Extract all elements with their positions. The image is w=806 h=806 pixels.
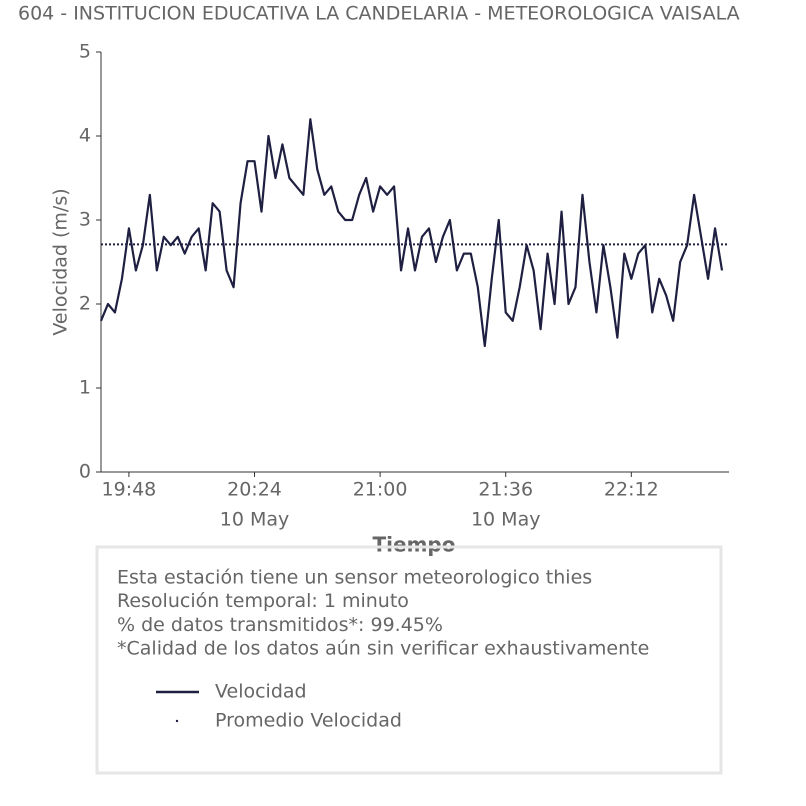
y-axis-label: Velocidad (m/s) <box>50 188 72 335</box>
legend-label: Promedio Velocidad <box>215 710 402 732</box>
x-axis-label: Tiempo <box>373 533 456 557</box>
legend-swatch <box>175 719 179 723</box>
y-tick-label: 2 <box>79 293 91 315</box>
note: Esta estación tiene un sensor meteorolog… <box>117 567 592 589</box>
y-tick-label: 4 <box>79 125 91 147</box>
legend-label: Velocidad <box>215 681 307 703</box>
x-tick-label: 19:48 <box>102 479 157 501</box>
note: Resolución temporal: 1 minuto <box>117 590 409 612</box>
y-tick-label: 1 <box>79 377 91 399</box>
note: *Calidad de los datos aún sin verificar … <box>117 638 649 660</box>
x-tick-date: 10 May <box>220 509 290 531</box>
x-tick-date: 10 May <box>471 509 541 531</box>
y-tick-label: 3 <box>79 209 91 231</box>
x-tick-label: 20:24 <box>227 479 282 501</box>
x-tick-label: 22:12 <box>604 479 659 501</box>
data-line <box>99 118 724 348</box>
chart-title: 604 - INSTITUCION EDUCATIVA LA CANDELARI… <box>18 3 740 25</box>
note: % de datos transmitidos*: 99.45% <box>117 614 443 636</box>
x-tick-label: 21:00 <box>353 479 408 501</box>
info-box <box>95 545 723 775</box>
y-tick-label: 5 <box>79 41 91 63</box>
x-tick-label: 21:36 <box>478 479 533 501</box>
y-tick-label: 0 <box>79 461 91 483</box>
